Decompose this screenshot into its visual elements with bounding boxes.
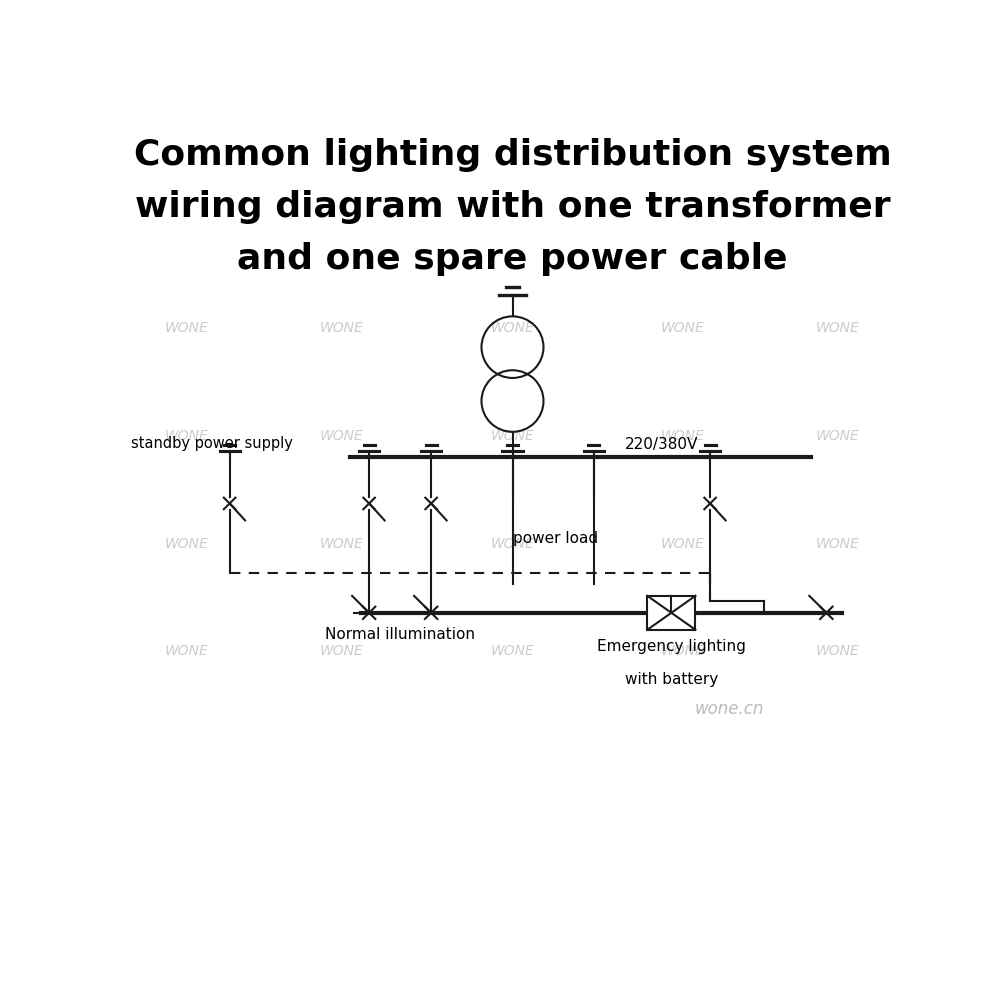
Text: WONE: WONE	[165, 536, 209, 550]
Text: standby power supply: standby power supply	[131, 436, 293, 451]
Text: and one spare power cable: and one spare power cable	[237, 242, 788, 276]
Text: Emergency lighting: Emergency lighting	[597, 639, 746, 654]
Text: WONE: WONE	[491, 536, 534, 550]
Text: WONE: WONE	[816, 536, 860, 550]
Text: with battery: with battery	[625, 672, 718, 687]
Text: WONE: WONE	[816, 429, 860, 443]
Text: WONE: WONE	[661, 644, 705, 658]
Text: WONE: WONE	[491, 429, 534, 443]
Text: WONE: WONE	[816, 644, 860, 658]
Text: WONE: WONE	[816, 321, 860, 335]
Text: WONE: WONE	[491, 321, 534, 335]
Text: WONE: WONE	[320, 644, 364, 658]
Text: 220/380V: 220/380V	[625, 437, 698, 452]
Text: WONE: WONE	[165, 321, 209, 335]
Text: Normal illumination: Normal illumination	[325, 627, 475, 642]
Text: WONE: WONE	[165, 429, 209, 443]
Text: WONE: WONE	[320, 536, 364, 550]
FancyBboxPatch shape	[647, 596, 695, 630]
Text: WONE: WONE	[320, 321, 364, 335]
Text: WONE: WONE	[491, 644, 534, 658]
Text: WONE: WONE	[165, 644, 209, 658]
Text: power load: power load	[513, 531, 598, 546]
Text: WONE: WONE	[661, 429, 705, 443]
Text: WONE: WONE	[661, 321, 705, 335]
Text: wone.cn: wone.cn	[695, 700, 764, 718]
Text: Common lighting distribution system: Common lighting distribution system	[134, 138, 891, 172]
Text: wiring diagram with one transformer: wiring diagram with one transformer	[135, 190, 890, 224]
Text: WONE: WONE	[320, 429, 364, 443]
Text: WONE: WONE	[661, 536, 705, 550]
